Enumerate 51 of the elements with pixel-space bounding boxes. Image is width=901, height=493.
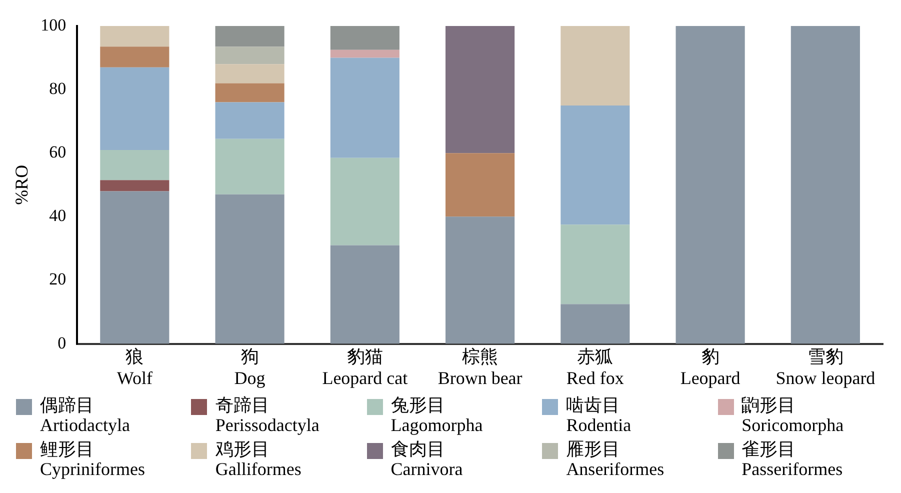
legend-label: 雀形目 Passeriformes [742,439,843,479]
bar [560,304,630,344]
bar [676,26,745,344]
bar [100,150,170,180]
legend-label: 鸡形目 Galliformes [215,439,302,479]
y-tick-label: 40 [49,206,66,226]
bar [100,46,170,68]
y-tick-label: 20 [49,270,66,289]
legend-label: 兔形目 Lagomorpha [390,395,483,435]
legend-label: 偶蹄目 Artiodactyla [40,395,130,435]
bar [330,58,400,158]
bar [100,67,170,150]
y-tick-label: 60 [49,142,66,162]
bar [330,26,400,50]
bar [215,83,284,102]
bar [215,194,284,344]
bar [790,26,860,344]
x-tick-label: 狗 Dog [234,346,266,388]
legend-label: 鼩形目 Soricomorpha [742,395,844,435]
x-tick-label: 雪豹 Snow leopard [776,346,876,388]
bar [100,26,170,47]
legend-label: 雁形目 Anseriformes [566,439,664,479]
bar [100,180,170,192]
bar [446,153,515,217]
x-tick-label: 狼 Wolf [116,346,152,388]
bar [446,26,515,154]
legend-label: 奇蹄目 Perissodactyla [215,395,320,435]
bar [215,102,284,139]
bar [330,245,400,344]
y-tick-label: 100 [40,15,66,34]
x-tick-label: 豹 Leopard [680,346,740,388]
x-tick-label: 豹猫 Leopard cat [322,346,408,388]
bar [215,46,284,64]
bar [560,26,630,106]
bar [446,216,515,344]
legend-label: 食肉目 Carnivora [390,439,463,479]
bar [330,158,400,246]
y-tick-label: 0 [58,333,66,352]
bar [215,26,284,47]
legend-label: 啮齿目 Rodentia [566,395,632,435]
bar [100,191,170,344]
bar [215,64,284,84]
x-tick-label: 棕熊 Brown bear [438,346,522,388]
bar [560,105,630,225]
legend-label: 鲤形目 Cypriniformes [40,439,145,479]
x-tick-label: 赤狐 Red fox [566,346,624,388]
bar [560,224,630,304]
y-axis-title: %RO [12,164,32,205]
bar [330,50,400,58]
y-tick-label: 80 [49,79,66,98]
bar [215,138,284,194]
